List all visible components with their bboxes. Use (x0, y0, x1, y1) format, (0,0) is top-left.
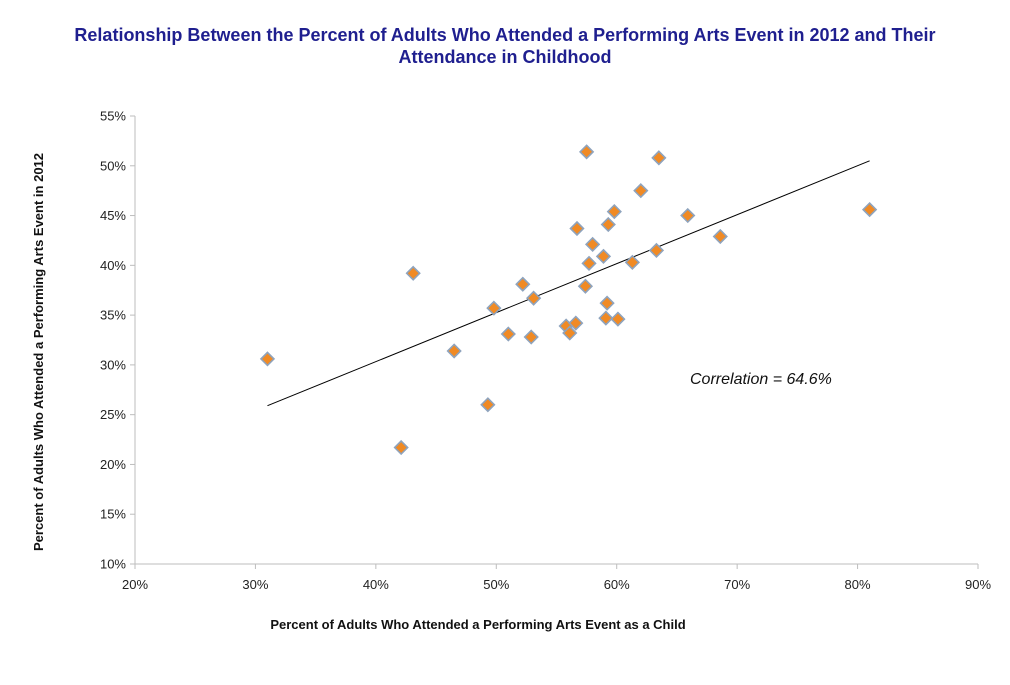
y-tick-label: 20% (100, 457, 126, 472)
data-point (581, 255, 597, 271)
data-point (648, 242, 665, 259)
data-point (712, 228, 728, 245)
data-point (525, 290, 542, 306)
data-point (600, 216, 616, 233)
data-point (393, 439, 409, 456)
y-tick-label: 10% (100, 557, 126, 572)
y-axis-ticks: 10% 15% 20% 25% 30% 35% 40% 45% 50% 55% (100, 109, 135, 572)
data-point (606, 203, 622, 220)
y-tick-label: 35% (100, 308, 126, 323)
data-point (523, 329, 539, 345)
data-point (562, 325, 578, 341)
data-point (595, 248, 612, 265)
x-tick-label: 50% (483, 577, 509, 592)
data-point (651, 150, 667, 166)
data-point (610, 311, 626, 327)
x-axis-label: Percent of Adults Who Attended a Perform… (270, 617, 685, 632)
data-point (584, 236, 601, 253)
x-tick-label: 70% (724, 577, 750, 592)
y-tick-label: 15% (100, 507, 126, 522)
data-point (577, 278, 594, 294)
chart-title: Relationship Between the Percent of Adul… (0, 24, 1010, 68)
data-point (259, 351, 276, 367)
data-point (568, 315, 584, 331)
data-point (624, 254, 641, 270)
y-tick-label: 25% (100, 407, 126, 422)
data-point (598, 310, 614, 326)
x-tick-label: 30% (242, 577, 268, 592)
data-point (569, 220, 585, 237)
correlation-annotation: Correlation = 64.6% (690, 371, 832, 388)
x-tick-label: 90% (965, 577, 991, 592)
data-points (259, 144, 878, 456)
data-point (599, 295, 615, 311)
data-point (446, 343, 462, 359)
y-tick-label: 45% (100, 208, 126, 223)
x-tick-label: 80% (845, 577, 871, 592)
data-point (515, 276, 531, 292)
data-point (500, 326, 516, 342)
x-axis-ticks: 20% 30% 40% 50% 60% 70% 80% 90% (122, 564, 991, 592)
data-point (405, 265, 421, 281)
chart-title-line-2: Attendance in Childhood (398, 47, 612, 67)
data-point (480, 397, 496, 413)
x-tick-label: 20% (122, 577, 148, 592)
x-tick-label: 60% (604, 577, 630, 592)
data-point (633, 183, 649, 199)
y-tick-label: 55% (100, 109, 126, 124)
y-tick-label: 50% (100, 158, 126, 173)
x-tick-label: 40% (363, 577, 389, 592)
trend-line (267, 160, 870, 407)
chart-title-line-1: Relationship Between the Percent of Adul… (74, 25, 936, 45)
y-tick-label: 40% (100, 258, 126, 273)
data-point (486, 300, 502, 316)
y-tick-label: 30% (100, 357, 126, 372)
data-point (861, 201, 878, 218)
data-point (578, 144, 595, 160)
y-axis-label: Percent of Adults Who Attended a Perform… (31, 153, 46, 551)
data-point (680, 207, 696, 224)
